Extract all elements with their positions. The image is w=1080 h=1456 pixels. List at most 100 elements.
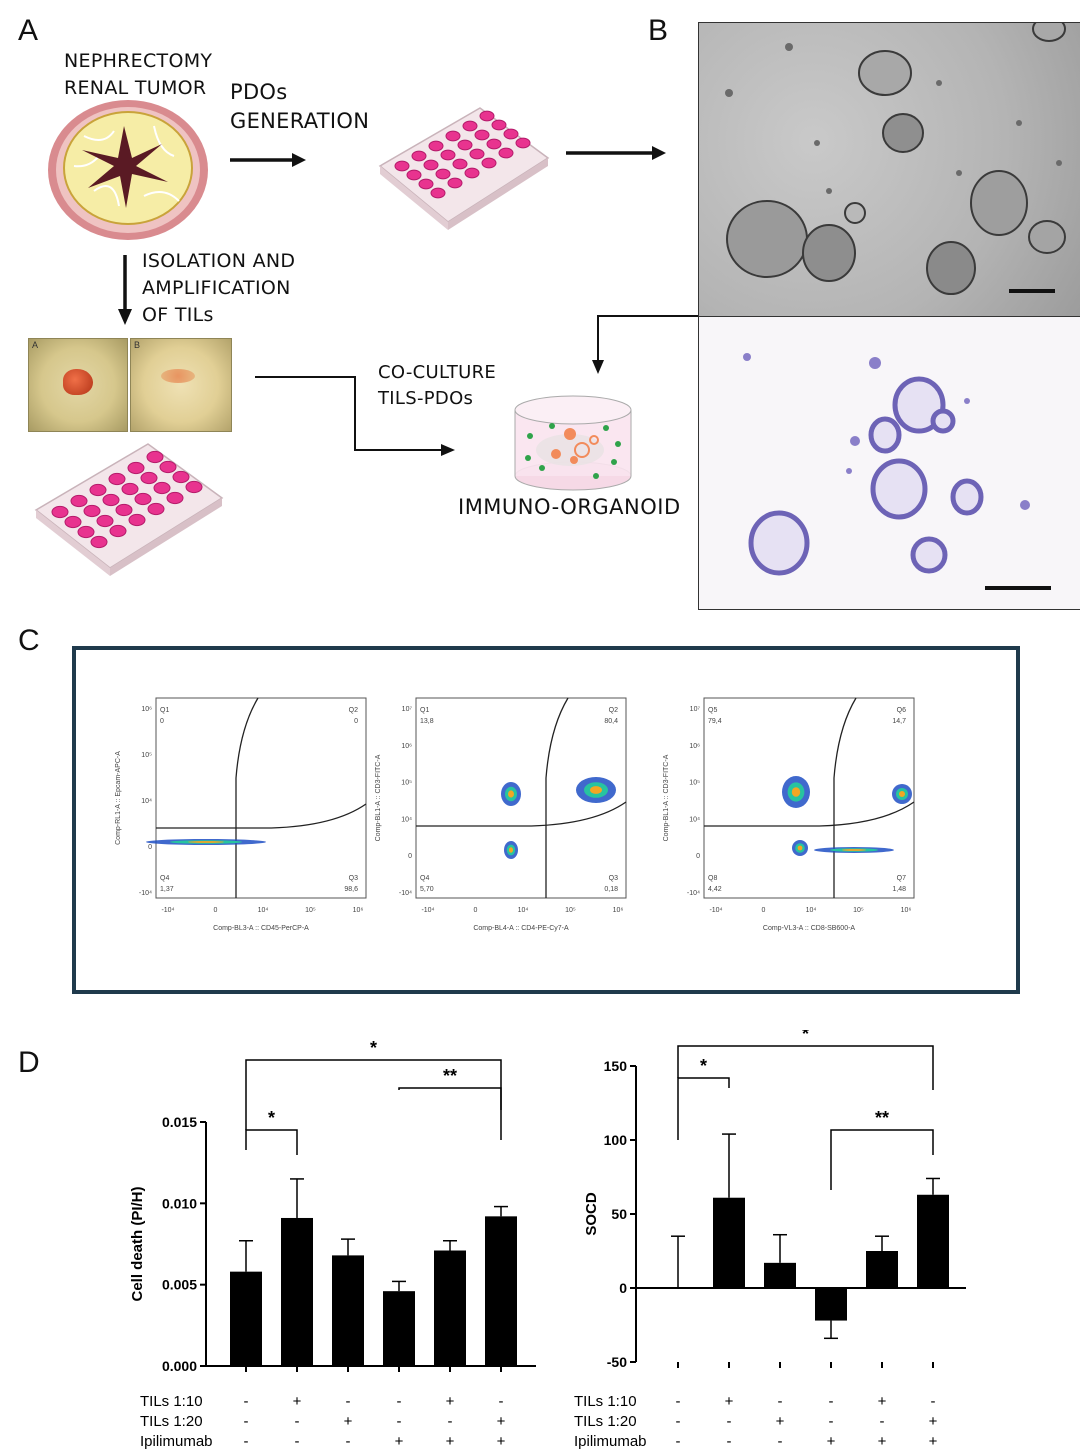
x-tick-label: 10⁶ (901, 907, 912, 914)
coculture-line-2: TILS-PDOs (378, 388, 474, 409)
well (147, 502, 165, 516)
arrow-down-tils (118, 255, 132, 325)
til-photo-b: B (130, 338, 232, 432)
condition-label: TILs 1:20 (574, 1413, 637, 1430)
well (418, 178, 434, 190)
y-tick-label: 0 (408, 853, 412, 860)
brightfield-image (698, 22, 1080, 318)
condition-label: TILs 1:20 (140, 1413, 203, 1430)
well (96, 514, 114, 528)
x-axis-label: Comp-VL3-A :: CD8-SB600-A (763, 925, 856, 932)
coculture-line-1: CO-CULTURE (378, 362, 497, 383)
condition-sign: - (829, 1393, 834, 1410)
dispersed-cells (161, 369, 195, 383)
quadrant-name: Q8 (708, 875, 717, 882)
significance-bracket (677, 1045, 934, 1090)
quadrant-percent: 98,6 (344, 886, 358, 893)
tissue-fragment (63, 369, 93, 395)
well (457, 139, 473, 151)
well (469, 148, 485, 160)
x-tick-label: -10⁴ (709, 907, 722, 914)
y-tick-label: 0.000 (162, 1358, 197, 1374)
well (491, 119, 507, 131)
quadrant-name: Q1 (420, 707, 429, 714)
x-tick-label: 10⁵ (305, 907, 316, 914)
well (89, 483, 107, 497)
source-line-1: NEPHRECTOMY (64, 50, 213, 72)
well (70, 494, 88, 508)
y-tick-label: 10⁴ (401, 816, 412, 823)
condition-sign: + (497, 1413, 506, 1430)
well (128, 513, 146, 527)
quadrant-percent: 1,37 (160, 886, 174, 893)
significance-label: ** (443, 1066, 457, 1086)
panel-label-a: A (18, 14, 39, 47)
source-label: NEPHRECTOMY RENAL TUMOR (64, 48, 212, 102)
til-well-plate (34, 443, 224, 576)
well (83, 504, 101, 518)
stained-organoids (743, 353, 1051, 590)
well (64, 515, 82, 529)
y-axis-label: Comp-BL1-A :: CD3-FITC-A (663, 754, 670, 841)
bar (332, 1255, 364, 1366)
condition-sign: - (499, 1393, 504, 1410)
well (462, 120, 478, 132)
population-peak (508, 847, 514, 853)
y-tick-label: 10⁵ (689, 780, 700, 787)
condition-sign: - (778, 1393, 783, 1410)
y-axis-label: SOCD (583, 1192, 600, 1236)
condition-sign: - (676, 1393, 681, 1410)
y-tick-label: 0.005 (162, 1277, 197, 1293)
bar (764, 1262, 796, 1288)
quadrant-percent: 1,48 (892, 886, 906, 893)
condition-sign: - (244, 1413, 249, 1430)
condition-sign: + (395, 1433, 404, 1450)
well (452, 158, 468, 170)
condition-sign: - (829, 1413, 834, 1430)
quadrant-percent: 14,7 (892, 718, 906, 725)
bar (713, 1197, 745, 1288)
population-peak (791, 787, 801, 797)
condition-sign: - (244, 1433, 249, 1450)
x-tick-label: -10⁴ (421, 907, 434, 914)
quadrant-percent: 13,8 (420, 718, 434, 725)
well (166, 491, 184, 505)
y-tick-label: 0 (696, 853, 700, 860)
well (185, 480, 203, 494)
significance-label: * (700, 1056, 707, 1076)
pdo-line-2: GENERATION (230, 109, 370, 133)
population-peak (842, 849, 866, 851)
bar (281, 1217, 313, 1366)
population-peak (590, 786, 602, 794)
well (172, 470, 190, 484)
condition-sign: + (878, 1393, 887, 1410)
panel-label-b: B (648, 14, 669, 47)
photo-label-b: B (134, 340, 141, 350)
gate-vertical (545, 697, 569, 898)
condition-sign: + (827, 1433, 836, 1450)
well (481, 157, 497, 169)
bar (866, 1251, 898, 1288)
quadrant-percent: 4,42 (708, 886, 722, 893)
quadrant-name: Q5 (708, 707, 717, 714)
stained-section-image (698, 316, 1080, 610)
well (51, 505, 69, 519)
well (121, 482, 139, 496)
immuno-organoid-label: IMMUNO-ORGANOID (458, 495, 681, 519)
population-peak (508, 790, 514, 798)
x-axis-label: Comp-BL4-A :: CD4-PE-Cy7-A (473, 925, 569, 932)
well (440, 149, 456, 161)
y-tick-label: 0 (619, 1280, 627, 1296)
condition-sign: + (344, 1413, 353, 1430)
bar (434, 1250, 466, 1366)
gate-vertical (833, 697, 857, 898)
x-tick-label: 10⁵ (853, 907, 864, 914)
well (90, 535, 108, 549)
well (445, 130, 461, 142)
x-tick-label: 10⁶ (613, 907, 624, 914)
y-axis-label: Comp-BL1-A :: CD3-FITC-A (375, 754, 382, 841)
gate-horizontal (156, 803, 367, 829)
condition-sign: - (397, 1393, 402, 1410)
quadrant-percent: 0 (354, 718, 358, 725)
